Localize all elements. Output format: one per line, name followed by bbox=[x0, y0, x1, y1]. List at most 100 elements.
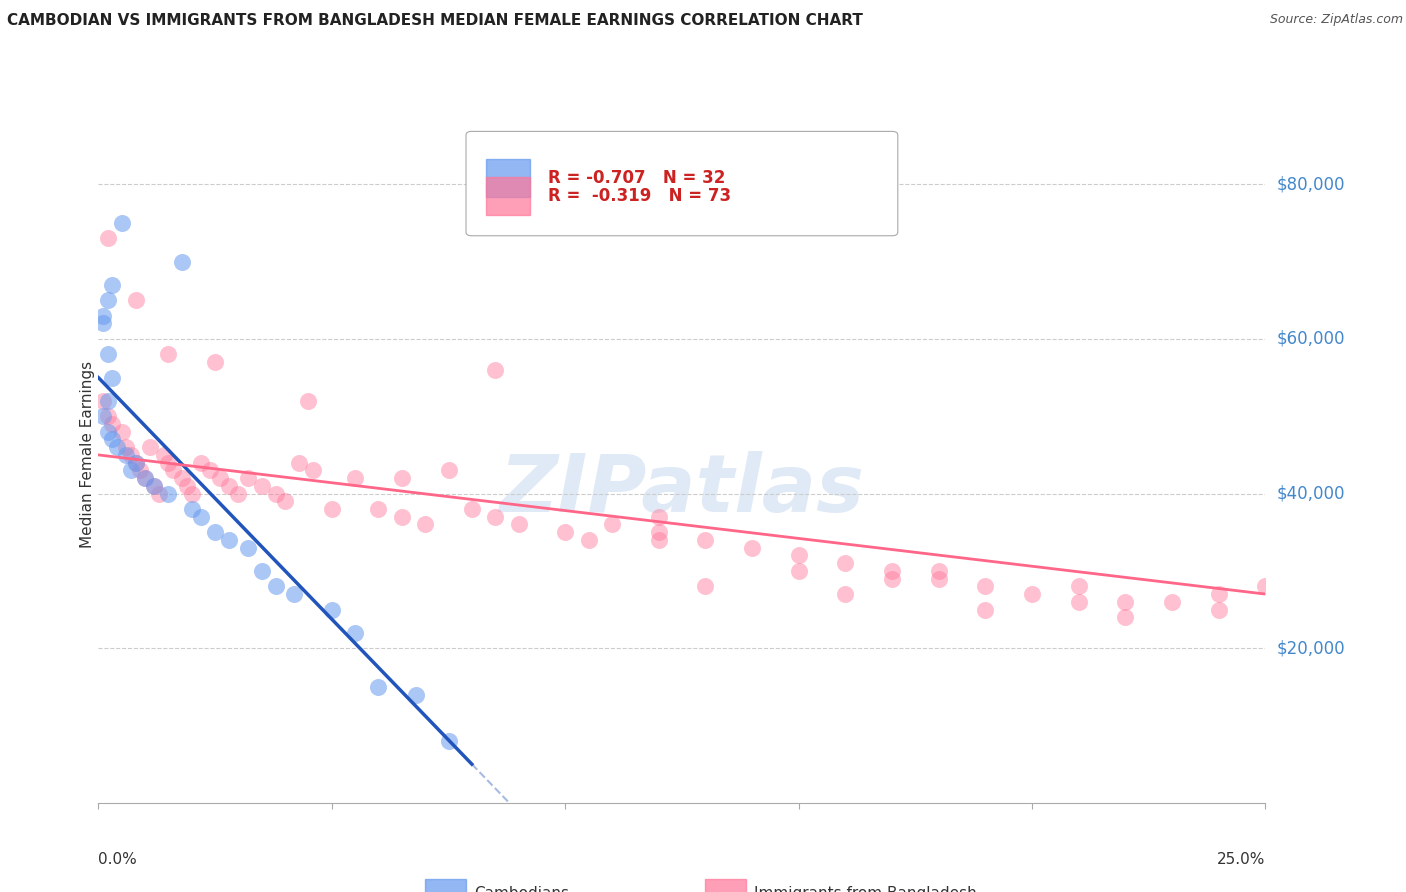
Point bbox=[367, 680, 389, 694]
Point bbox=[1021, 587, 1043, 601]
Point bbox=[928, 572, 950, 586]
Point bbox=[1067, 579, 1090, 593]
Point bbox=[176, 479, 198, 493]
FancyBboxPatch shape bbox=[465, 131, 898, 235]
Text: $80,000: $80,000 bbox=[1277, 176, 1346, 194]
Point bbox=[297, 393, 319, 408]
Point bbox=[695, 533, 717, 547]
Text: $60,000: $60,000 bbox=[1277, 330, 1346, 348]
Point bbox=[125, 456, 148, 470]
Bar bbox=[425, 880, 465, 892]
Point bbox=[190, 509, 212, 524]
Point bbox=[157, 347, 180, 361]
Point bbox=[204, 355, 226, 369]
Y-axis label: Median Female Earnings: Median Female Earnings bbox=[80, 361, 94, 549]
Point bbox=[180, 502, 202, 516]
Point bbox=[105, 440, 128, 454]
Point bbox=[115, 440, 138, 454]
Point bbox=[111, 216, 134, 230]
Point bbox=[101, 417, 124, 431]
Point bbox=[120, 463, 142, 477]
Point bbox=[413, 517, 436, 532]
Point bbox=[1067, 595, 1090, 609]
Text: Source: ZipAtlas.com: Source: ZipAtlas.com bbox=[1270, 13, 1403, 27]
Point bbox=[218, 533, 240, 547]
Point bbox=[129, 463, 152, 477]
Point bbox=[97, 425, 120, 439]
Point bbox=[101, 277, 124, 292]
Bar bbox=[486, 177, 530, 215]
Point bbox=[928, 564, 950, 578]
Point bbox=[288, 456, 311, 470]
Point bbox=[834, 587, 856, 601]
Point bbox=[250, 479, 273, 493]
Point bbox=[143, 479, 166, 493]
Point bbox=[172, 471, 194, 485]
Point bbox=[508, 517, 530, 532]
Point bbox=[1208, 602, 1230, 616]
Text: CAMBODIAN VS IMMIGRANTS FROM BANGLADESH MEDIAN FEMALE EARNINGS CORRELATION CHART: CAMBODIAN VS IMMIGRANTS FROM BANGLADESH … bbox=[7, 13, 863, 29]
Point bbox=[344, 471, 367, 485]
Point bbox=[600, 517, 623, 532]
Point bbox=[1114, 610, 1136, 624]
Text: Immigrants from Bangladesh: Immigrants from Bangladesh bbox=[754, 886, 977, 892]
Point bbox=[190, 456, 212, 470]
Point bbox=[180, 486, 202, 500]
Point bbox=[880, 564, 903, 578]
Point bbox=[228, 486, 250, 500]
Point bbox=[834, 556, 856, 570]
Point bbox=[578, 533, 600, 547]
Point bbox=[437, 463, 460, 477]
Point bbox=[787, 564, 810, 578]
Bar bbox=[486, 159, 530, 197]
Point bbox=[344, 625, 367, 640]
Point bbox=[880, 572, 903, 586]
Point bbox=[111, 425, 134, 439]
Point bbox=[97, 293, 120, 308]
Text: 25.0%: 25.0% bbox=[1218, 852, 1265, 866]
Point bbox=[484, 509, 506, 524]
Point bbox=[204, 525, 226, 540]
Point bbox=[437, 734, 460, 748]
Point bbox=[1114, 595, 1136, 609]
Point bbox=[236, 541, 259, 555]
Point bbox=[647, 509, 669, 524]
Point bbox=[134, 471, 156, 485]
Point bbox=[143, 479, 166, 493]
Point bbox=[321, 502, 343, 516]
Point bbox=[218, 479, 240, 493]
Point bbox=[120, 448, 142, 462]
Point bbox=[554, 525, 576, 540]
Point bbox=[1161, 595, 1184, 609]
Point bbox=[236, 471, 259, 485]
Point bbox=[1254, 579, 1277, 593]
Point bbox=[91, 317, 114, 331]
Point bbox=[974, 579, 997, 593]
Point bbox=[484, 363, 506, 377]
Point bbox=[264, 486, 287, 500]
Point bbox=[695, 579, 717, 593]
Point bbox=[172, 254, 194, 268]
Text: $20,000: $20,000 bbox=[1277, 640, 1346, 657]
Point bbox=[125, 293, 148, 308]
Text: $40,000: $40,000 bbox=[1277, 484, 1346, 502]
Bar bbox=[706, 880, 747, 892]
Point bbox=[250, 564, 273, 578]
Point bbox=[405, 688, 427, 702]
Text: ZIPatlas: ZIPatlas bbox=[499, 450, 865, 529]
Point bbox=[152, 448, 174, 462]
Point bbox=[125, 456, 148, 470]
Point bbox=[1208, 587, 1230, 601]
Point bbox=[302, 463, 325, 477]
Point bbox=[139, 440, 162, 454]
Point bbox=[157, 486, 180, 500]
Point bbox=[115, 448, 138, 462]
Point bbox=[162, 463, 184, 477]
Point bbox=[91, 393, 114, 408]
Point bbox=[283, 587, 305, 601]
Text: R =  -0.319   N = 73: R = -0.319 N = 73 bbox=[548, 186, 731, 205]
Text: 0.0%: 0.0% bbox=[98, 852, 138, 866]
Point bbox=[391, 509, 413, 524]
Point bbox=[741, 541, 763, 555]
Text: Cambodians: Cambodians bbox=[474, 886, 569, 892]
